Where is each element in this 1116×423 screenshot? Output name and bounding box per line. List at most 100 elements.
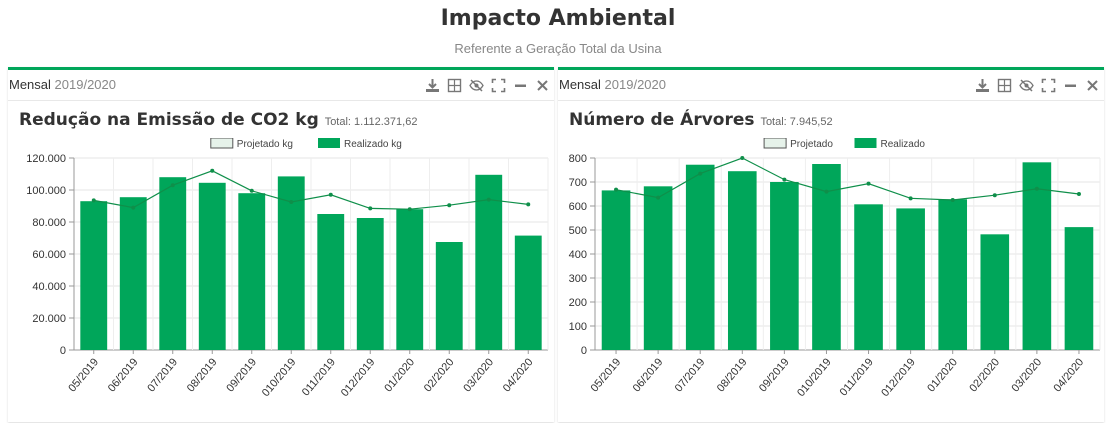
point-projetado xyxy=(614,187,619,192)
bar-realizado xyxy=(938,199,968,350)
chart-title-text: Número de Árvores xyxy=(569,110,755,130)
bar-realizado xyxy=(159,177,187,350)
point-projetado xyxy=(486,197,491,202)
bar-realizado xyxy=(198,182,226,350)
x-tick-label: 011/2019 xyxy=(300,356,338,398)
y-tick-label: 120.000 xyxy=(26,153,66,165)
minimize-icon[interactable] xyxy=(1063,78,1078,93)
y-tick-label: 80.000 xyxy=(32,217,66,229)
x-tick-label: 03/2020 xyxy=(461,356,496,394)
panel-tools xyxy=(425,76,550,94)
period-years: 2019/2020 xyxy=(54,77,116,92)
legend-label-realizado: Realizado xyxy=(881,139,926,150)
co2-chart: Projetado kg Realizado kg 0 20.000 40.000 60.… xyxy=(26,138,549,399)
bar-realizado xyxy=(727,171,757,350)
table-icon[interactable] xyxy=(447,78,462,93)
y-tick-label: 0 xyxy=(60,345,66,357)
legend-swatch-projetado xyxy=(763,138,787,149)
bar-realizado xyxy=(1022,162,1052,350)
close-icon[interactable] xyxy=(1085,78,1100,93)
x-tick-label: 04/2020 xyxy=(501,356,536,394)
page-title: Impacto Ambiental xyxy=(440,6,676,31)
chart-total: Total: 7.945,52 xyxy=(760,116,833,128)
bar-realizado xyxy=(685,164,715,350)
minimize-icon[interactable] xyxy=(513,78,528,93)
y-tick-label: 100 xyxy=(569,321,587,333)
point-projetado xyxy=(824,189,829,194)
expand-icon[interactable] xyxy=(491,78,506,93)
point-projetado xyxy=(368,206,373,211)
line-projetado xyxy=(615,157,1080,201)
eye-slash-icon[interactable] xyxy=(1019,78,1034,93)
page-subtitle: Referente a Geração Total da Usina xyxy=(454,41,662,56)
chart-total: Total: 1.112.371,62 xyxy=(324,116,418,128)
point-projetado xyxy=(950,198,955,202)
bar-realizado xyxy=(980,234,1010,350)
point-projetado xyxy=(210,168,215,173)
y-tick-label: 400 xyxy=(569,249,587,261)
point-projetado xyxy=(992,193,997,198)
expand-icon[interactable] xyxy=(1041,78,1056,93)
y-tick-label: 600 xyxy=(569,201,587,213)
x-tick-label: 02/2020 xyxy=(422,356,457,394)
x-tick-label: 010/2019 xyxy=(795,356,834,399)
x-tick-label: 011/2019 xyxy=(838,356,876,398)
chart-title: Redução na Emissão de CO2 kg Total: 1.11… xyxy=(19,110,417,130)
chart-title: Número de Árvores Total: 7.945,52 xyxy=(569,110,833,130)
panel-header: Mensal 2019/2020 xyxy=(8,70,554,101)
x-tick-label: 07/2019 xyxy=(673,356,708,394)
point-projetado xyxy=(656,195,661,200)
y-tick-label: 20.000 xyxy=(32,313,66,325)
bar-realizado xyxy=(238,193,266,350)
y-tick-label: 800 xyxy=(569,153,587,165)
bar-realizado xyxy=(643,186,673,350)
y-tick-label: 40.000 xyxy=(32,281,66,293)
bar-realizado xyxy=(356,218,384,350)
legend-swatch-realizado xyxy=(318,138,340,148)
x-tick-label: 06/2019 xyxy=(106,356,141,394)
point-projetado xyxy=(866,181,871,186)
y-tick-label: 0 xyxy=(581,345,587,357)
point-projetado xyxy=(131,205,136,210)
point-projetado xyxy=(782,177,787,182)
trees-panel: Mensal 2019/2020 Número de Árvores Total… xyxy=(558,67,1104,422)
x-tick-label: 03/2020 xyxy=(1009,356,1044,394)
legend-swatch-projetado xyxy=(210,138,234,149)
legend-label-projetado: Projetado xyxy=(790,139,833,150)
legend-label-projetado: Projetado kg xyxy=(237,139,293,150)
x-tick-label: 02/2020 xyxy=(967,356,1002,394)
chart-title-text: Redução na Emissão de CO2 kg xyxy=(19,110,319,130)
point-projetado xyxy=(289,200,294,204)
x-tick-label: 010/2019 xyxy=(260,356,299,399)
x-tick-label: 01/2020 xyxy=(925,356,960,394)
period-label: Mensal 2019/2020 xyxy=(9,77,116,92)
table-icon[interactable] xyxy=(997,78,1012,93)
point-projetado xyxy=(1076,192,1081,196)
bar-realizado xyxy=(812,164,841,350)
x-tick-label: 05/2019 xyxy=(589,356,624,394)
line-projetado xyxy=(93,170,529,210)
legend-swatch-realizado xyxy=(854,138,877,148)
x-tick-label: 09/2019 xyxy=(757,356,792,394)
point-projetado xyxy=(740,156,745,160)
download-icon[interactable] xyxy=(975,78,990,93)
x-tick-label: 012/2019 xyxy=(879,356,918,399)
bar-realizado xyxy=(601,190,631,350)
bar-realizado xyxy=(854,204,883,350)
close-icon[interactable] xyxy=(535,78,550,93)
x-tick-label: 04/2020 xyxy=(1052,356,1087,394)
x-tick-label: 06/2019 xyxy=(631,356,666,394)
y-tick-label: 200 xyxy=(569,297,587,309)
bar-realizado xyxy=(896,208,925,350)
point-projetado xyxy=(170,183,175,188)
bar-realizado xyxy=(770,182,799,350)
x-tick-label: 08/2019 xyxy=(715,356,750,394)
point-projetado xyxy=(91,198,96,203)
x-tick-label: 07/2019 xyxy=(145,356,180,394)
download-icon[interactable] xyxy=(425,78,440,93)
y-tick-label: 500 xyxy=(569,225,587,237)
y-tick-label: 60.000 xyxy=(32,249,66,261)
eye-slash-icon[interactable] xyxy=(469,78,484,93)
x-tick-label: 08/2019 xyxy=(185,356,220,394)
panel-header: Mensal 2019/2020 xyxy=(558,70,1104,101)
